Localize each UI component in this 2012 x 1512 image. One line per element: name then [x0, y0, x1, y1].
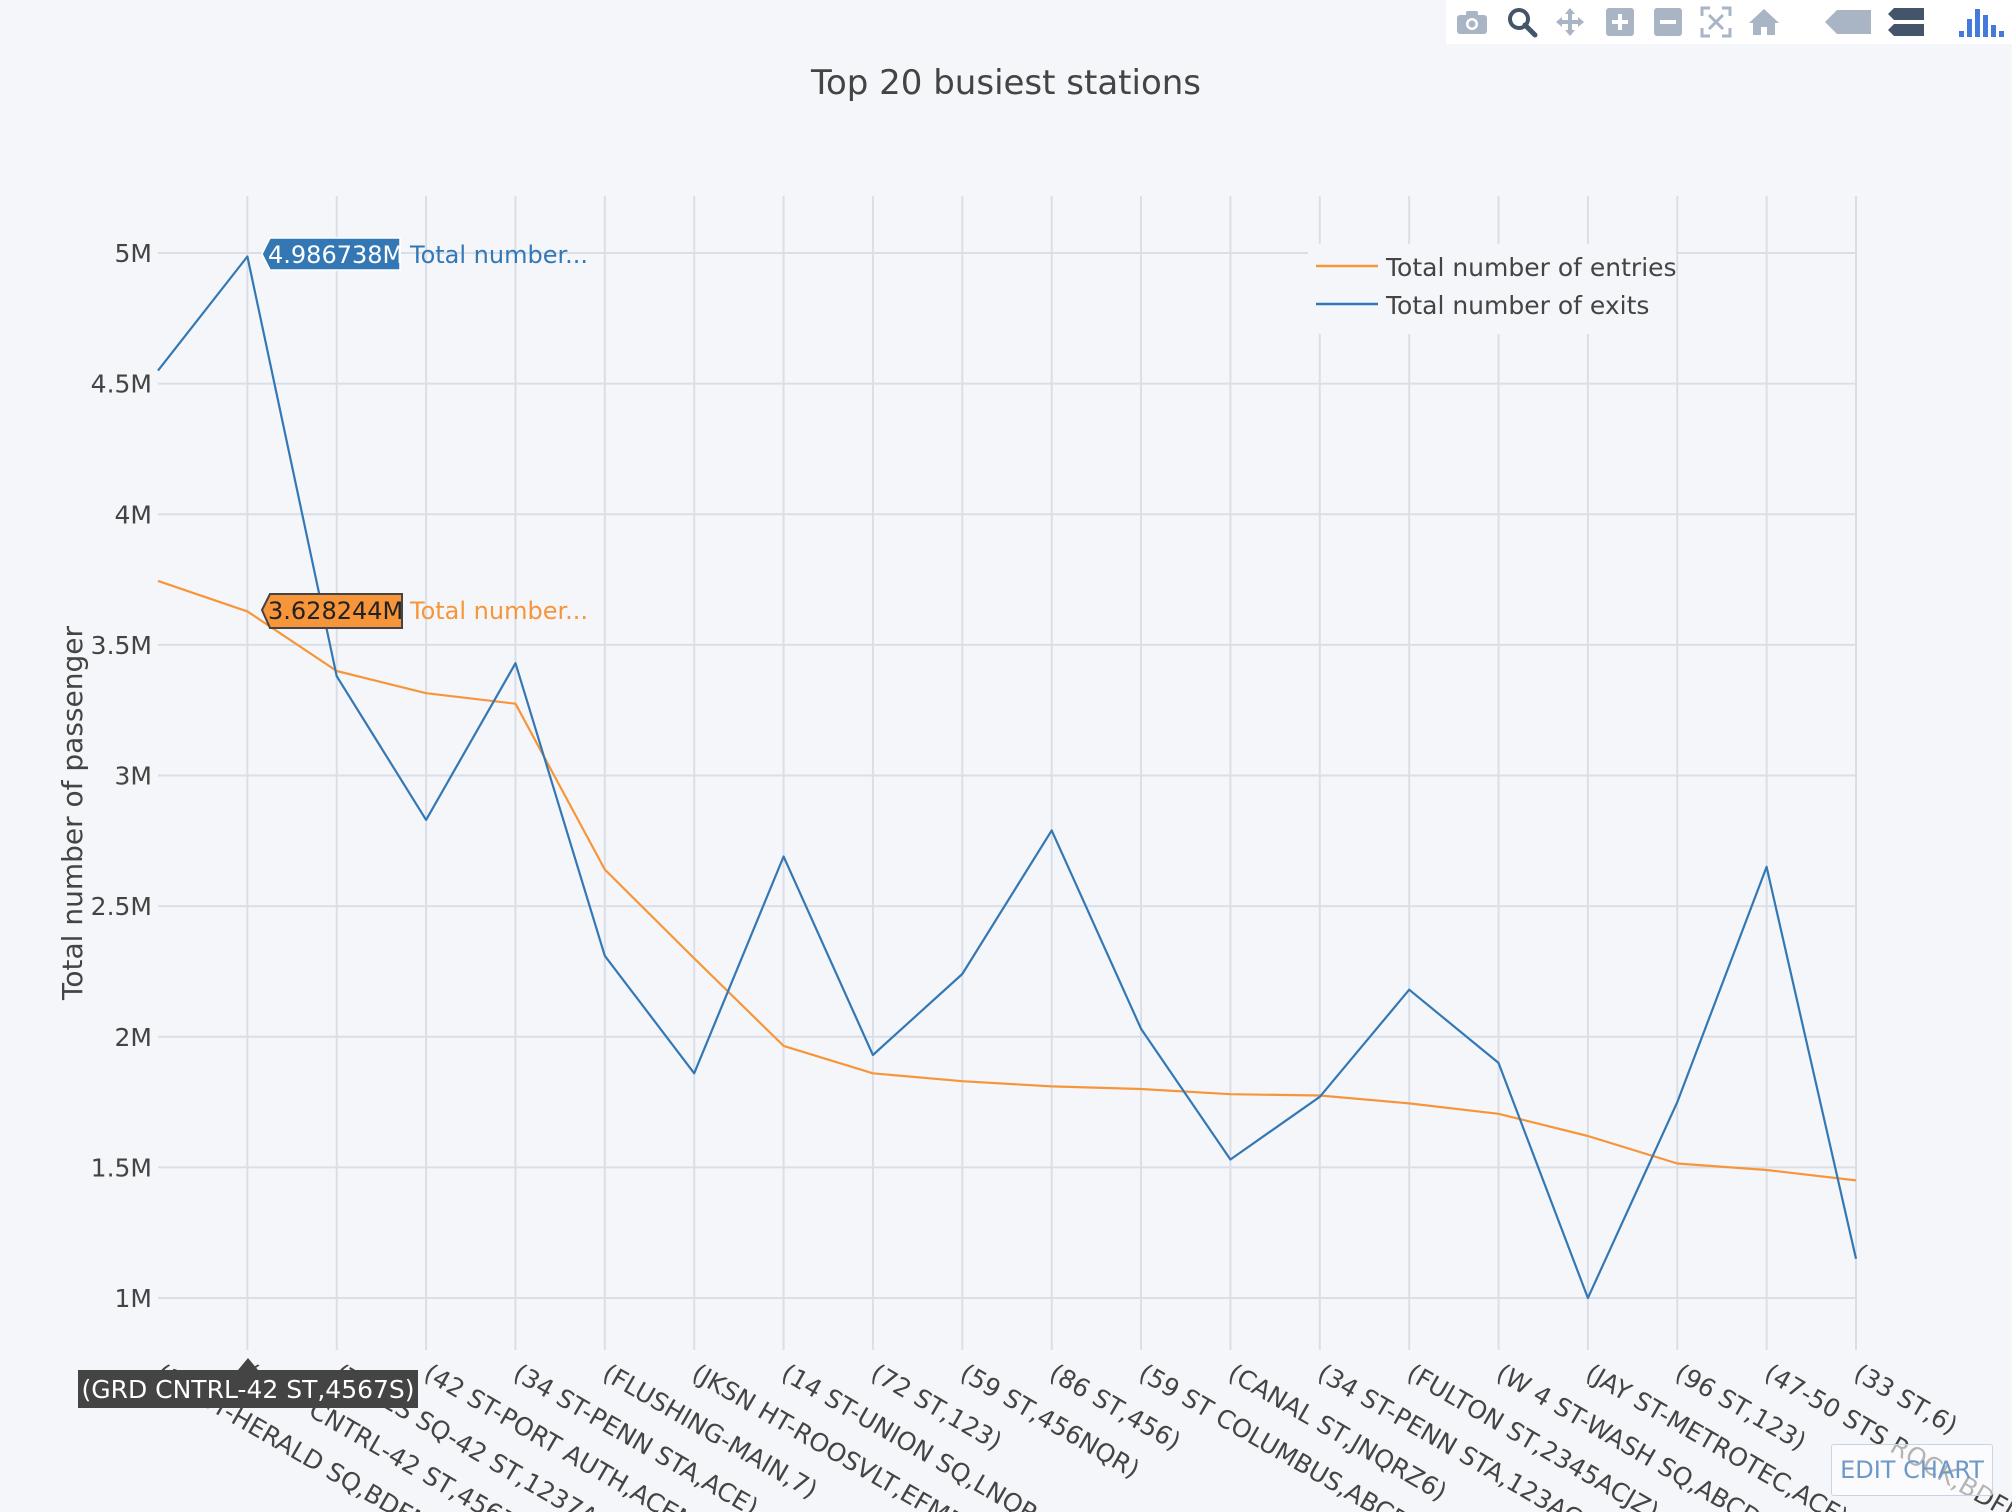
autoscale-icon[interactable] [1694, 4, 1738, 40]
hover-entries-trace: Total number... [409, 597, 588, 625]
hover-compare-icon[interactable] [1880, 4, 1932, 40]
series-lines[interactable] [157, 255, 1858, 1300]
y-tick-labels: 1M 1.5M 2M 2.5M 3M 3.5M 4M 4.5M 5M [91, 239, 152, 1313]
entries-line[interactable] [157, 579, 1857, 1182]
y-tick-label: 1.5M [91, 1153, 152, 1182]
y-tick-label: 2M [115, 1023, 152, 1052]
hover-entries-value: 3.628244M [268, 597, 403, 625]
legend-entries-label[interactable]: Total number of entries [1385, 253, 1677, 282]
hover-closest-icon[interactable] [1822, 4, 1874, 40]
pan-icon[interactable] [1548, 4, 1592, 40]
hover-x-text: (GRD CNTRL-42 ST,4567S) [81, 1375, 414, 1404]
zoom-out-icon[interactable] [1646, 4, 1690, 40]
x-tick-labels: (34 ST-HERALD SQ,BDFMNQR)(GRD CNTRL-42 S… [151, 1358, 2012, 1512]
y-tick-label: 1M [115, 1284, 152, 1313]
y-tick-label: 3M [115, 762, 152, 791]
y-axis-label: Total number of passenger [56, 626, 89, 1001]
edit-chart-button[interactable]: EDIT CHART [1831, 1444, 1993, 1496]
legend-exits-label[interactable]: Total number of exits [1385, 291, 1649, 320]
zoom-in-icon[interactable] [1598, 4, 1642, 40]
hover-x-label: (GRD CNTRL-42 ST,4567S) [78, 1358, 418, 1408]
chart-title: Top 20 busiest stations [810, 63, 1201, 103]
legend-box [1308, 244, 1676, 334]
x-gridlines [246, 196, 1857, 1350]
y-tick-label: 4M [115, 500, 152, 529]
hover-exits-trace: Total number... [409, 241, 588, 269]
y-tick-label: 5M [115, 239, 152, 268]
y-tick-label: 3.5M [91, 631, 152, 660]
plotly-logo-icon[interactable] [1956, 4, 2008, 40]
y-gridlines [158, 252, 1856, 1299]
hover-exits-label: 4.986738M Total number... [261, 237, 588, 271]
hover-exits-value: 4.986738M [268, 241, 403, 269]
exits-line[interactable] [157, 255, 1858, 1300]
y-tick-label: 2.5M [91, 892, 152, 921]
reset-axes-icon[interactable] [1742, 4, 1786, 40]
modebar [1446, 0, 2012, 44]
hover-entries-label: 3.628244M Total number... [260, 593, 588, 629]
camera-icon[interactable] [1450, 4, 1494, 40]
zoom-icon[interactable] [1500, 4, 1544, 40]
legend[interactable]: Total number of entries Total number of … [1308, 244, 1677, 334]
y-tick-label: 4.5M [91, 370, 152, 399]
